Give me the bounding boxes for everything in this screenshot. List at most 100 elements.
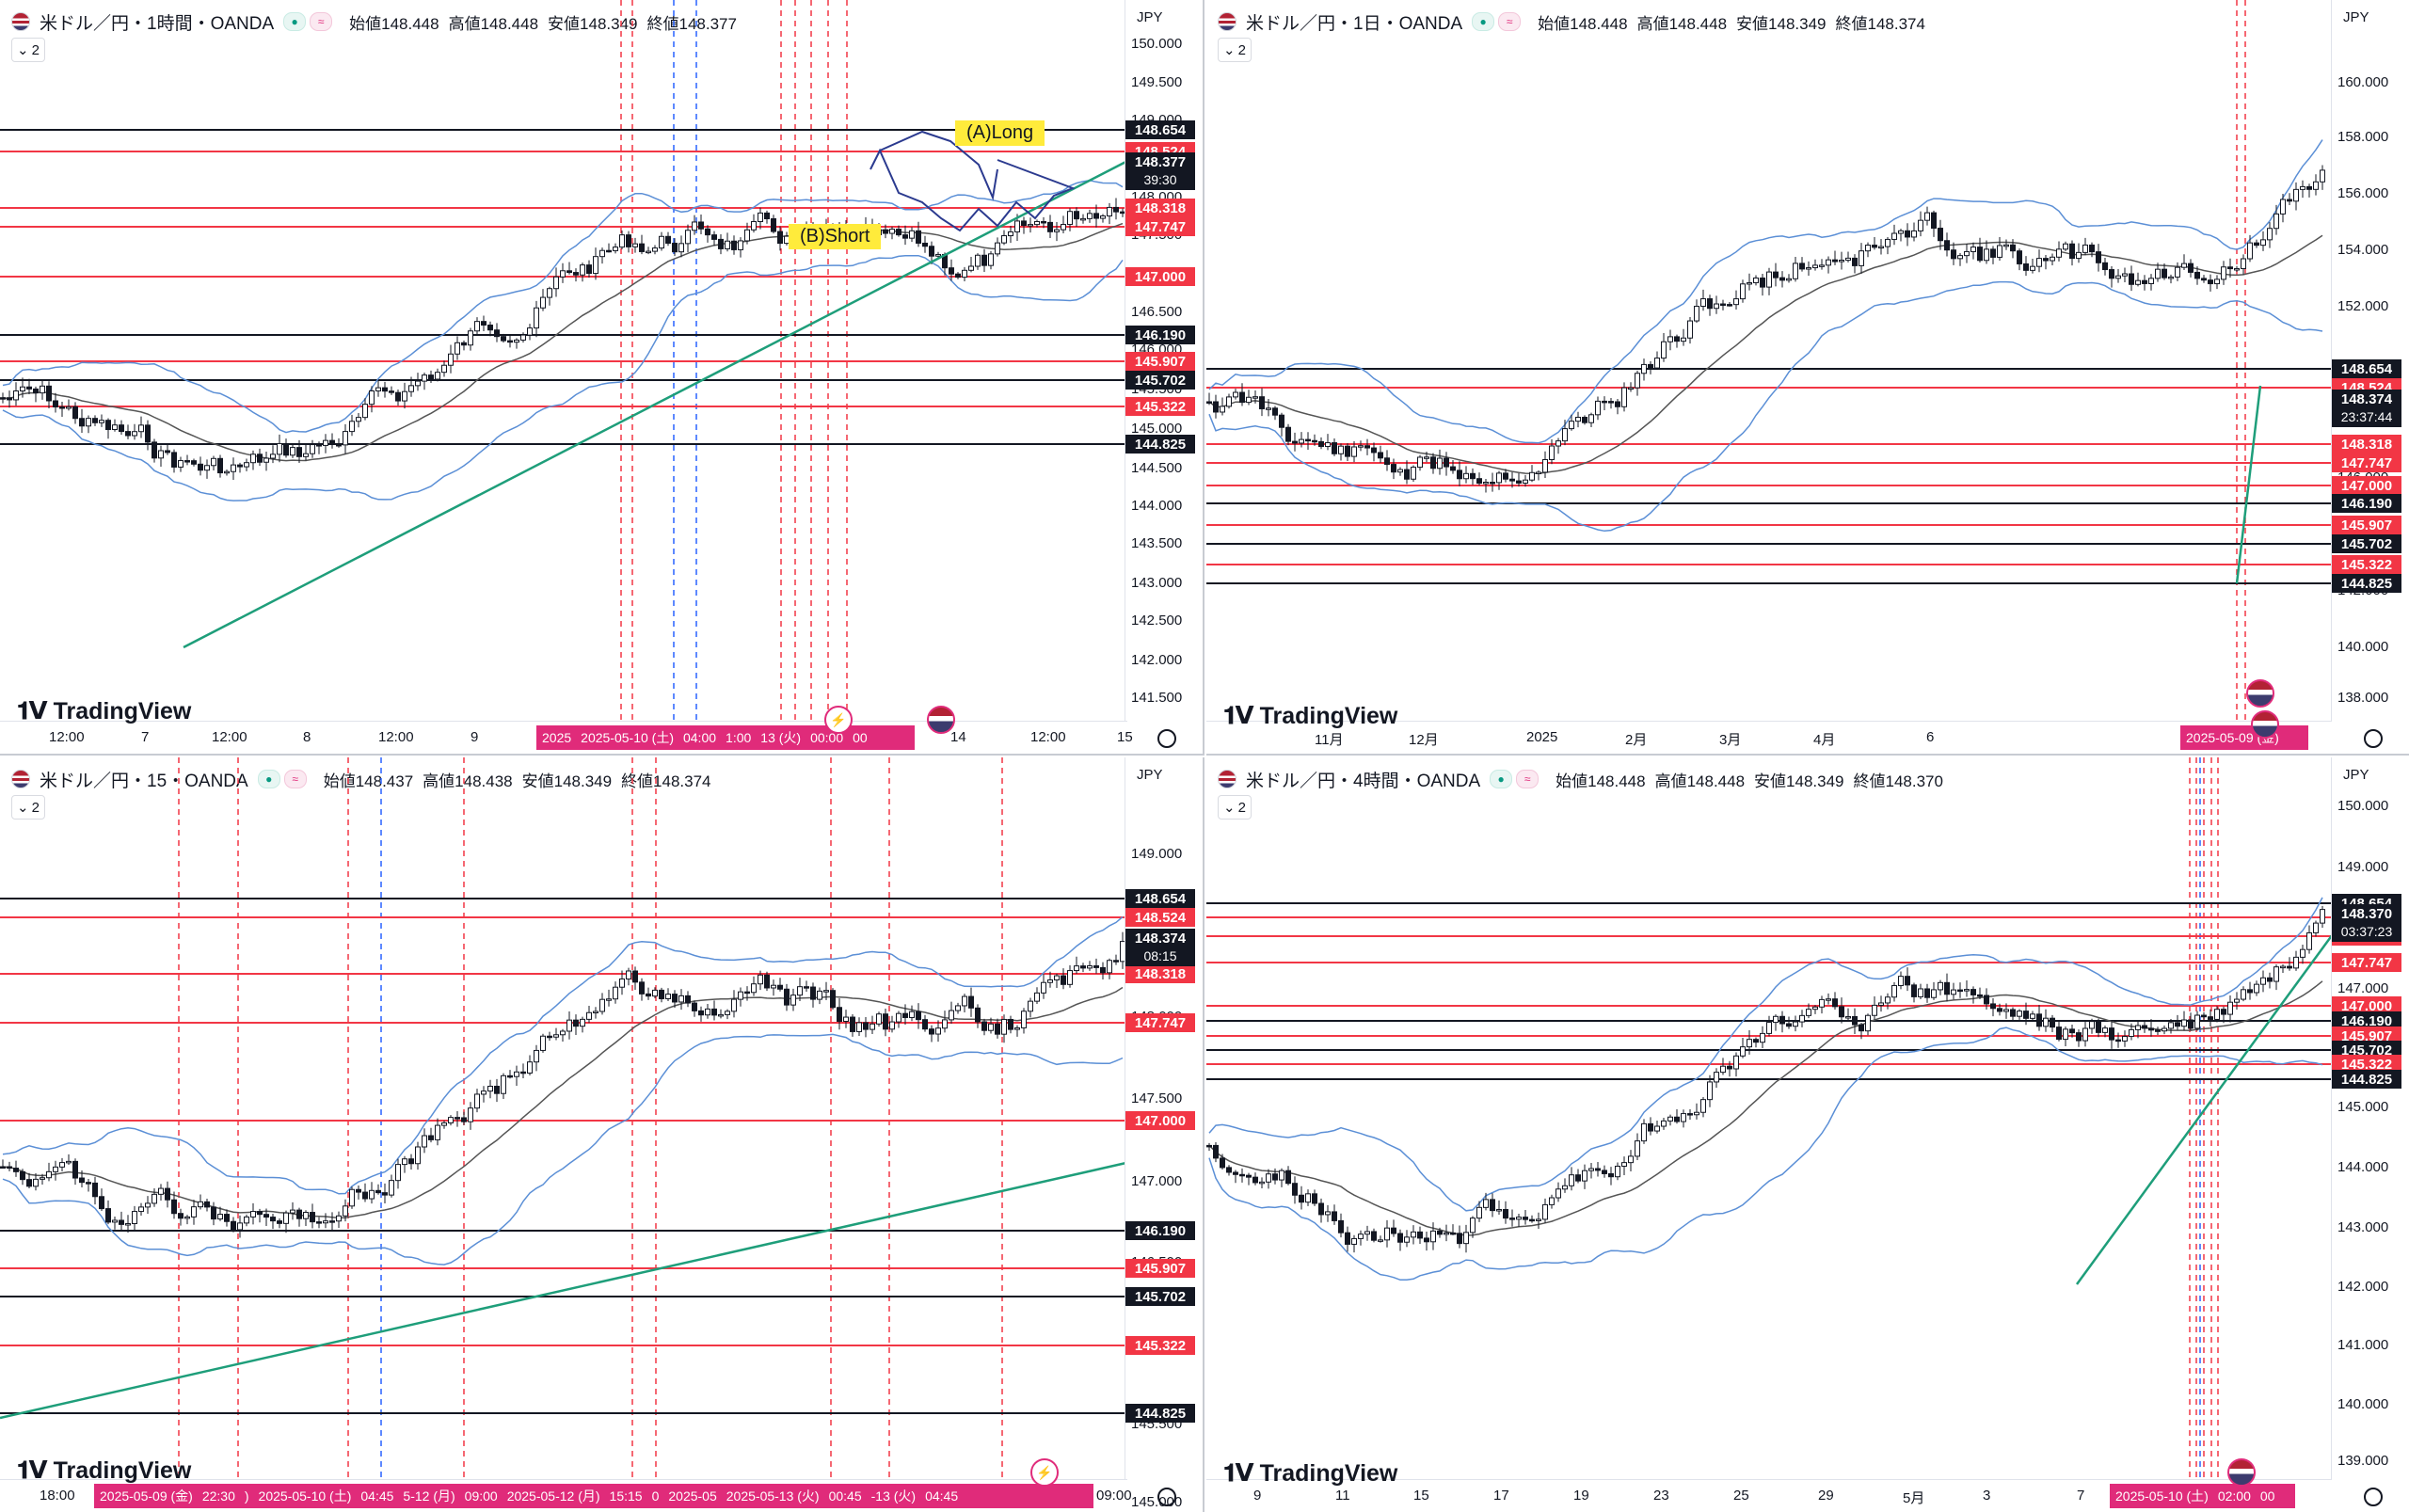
price-axis[interactable]: JPY150.000149.500149.000148.500148.00014… (1125, 0, 1203, 724)
us-economic-event-icon[interactable] (927, 706, 955, 734)
price-tick: 140.000 (2337, 1396, 2389, 1412)
candle (1819, 995, 1825, 1014)
price-axis[interactable]: JPY149.000148.500148.000147.500147.00014… (1125, 757, 1203, 1510)
price-tick: 154.000 (2337, 242, 2389, 258)
tradingview-logo[interactable]: 𝟏𝗩 TradingView (17, 1456, 191, 1486)
time-highlight-label: 5-12 (月) (403, 1488, 455, 1504)
candle (1351, 440, 1357, 463)
candle (652, 987, 658, 998)
chart-legend[interactable]: 米ドル／円・1時間・OANDA ● ≈ 始値148.448 高値148.448 安値148… (11, 8, 746, 36)
candle (1047, 971, 1053, 988)
annotation-note[interactable]: (B)Short (789, 224, 882, 249)
candle (362, 1183, 368, 1202)
candle (1997, 237, 2002, 261)
us-economic-event-icon[interactable] (2251, 710, 2279, 739)
candle (2003, 239, 2009, 250)
candle (1549, 438, 1555, 465)
bar-countdown: 03:37:23 (2340, 924, 2393, 939)
time-tick: 23 (1653, 1488, 1669, 1504)
us-economic-event-icon[interactable] (2227, 1458, 2256, 1487)
currency-label[interactable]: JPY (2343, 9, 2369, 25)
tradingview-logo[interactable]: 𝟏𝗩 TradingView (17, 696, 191, 726)
candle (2148, 1019, 2154, 1037)
candle (204, 459, 210, 479)
chart-pane-1h[interactable]: 米ドル／円・1時間・OANDA ● ≈ 始値148.448 高値148.448 安値148… (0, 0, 1204, 756)
price-plot[interactable] (1206, 0, 2332, 724)
candle (1476, 472, 1482, 485)
currency-label[interactable]: JPY (1137, 767, 1163, 783)
candle (1918, 983, 1923, 1000)
candle (408, 376, 414, 397)
candle (1285, 1166, 1291, 1186)
settings-gear-icon[interactable] (1157, 1488, 1176, 1506)
currency-label[interactable]: JPY (1137, 9, 1163, 25)
candle (0, 1159, 6, 1170)
price-plot[interactable] (1206, 757, 2332, 1480)
candle (2273, 204, 2279, 235)
candle (375, 380, 381, 397)
candle (1536, 1212, 1541, 1230)
candle (72, 402, 78, 424)
settings-gear-icon[interactable] (1157, 729, 1176, 748)
candle (415, 373, 421, 391)
chart-legend[interactable]: 米ドル／円・1日・OANDA ● ≈ 始値148.448 高値148.448 安値148.… (1218, 8, 1935, 36)
lightning-event-icon[interactable]: ⚡ (1030, 1458, 1059, 1487)
candle (2102, 1025, 2108, 1038)
level-price-label: 145.907 (1125, 1259, 1195, 1278)
price-tick: 146.500 (1131, 304, 1183, 320)
candle (988, 1017, 994, 1034)
tradingview-logo[interactable]: 𝟏𝗩 TradingView (1223, 1458, 1397, 1488)
chart-legend[interactable]: 米ドル／円・4時間・OANDA ● ≈ 始値148.448 高値148.448 安値148… (1218, 765, 1953, 793)
candle (692, 215, 697, 235)
chart-pane-15m[interactable]: 米ドル／円・15・OANDA ● ≈ 始値148.437 高値148.438 安値148.… (0, 757, 1204, 1512)
time-axis[interactable]: 18:00 09:00 2025-05-09 (金) 22:30) 2025-05-10… (0, 1479, 1132, 1512)
trend-line (0, 1161, 1127, 1420)
symbol-title[interactable]: 米ドル／円・4時間・OANDA (1246, 771, 1481, 791)
currency-label[interactable]: JPY (2343, 767, 2369, 783)
level-price-label: 145.702 (1125, 1287, 1195, 1306)
chart-legend[interactable]: 米ドル／円・15・OANDA ● ≈ 始値148.437 高値148.438 安値148.… (11, 765, 721, 793)
indicator-count-toggle[interactable]: ⌄ 2 (1218, 795, 1252, 820)
candle (184, 1215, 190, 1225)
tradingview-logo[interactable]: 𝟏𝗩 TradingView (1223, 701, 1397, 731)
chart-pane-1d[interactable]: 米ドル／円・1日・OANDA ● ≈ 始値148.448 高値148.448 安値148.… (1206, 0, 2409, 756)
us-economic-event-icon[interactable] (2246, 679, 2274, 708)
price-plot[interactable] (0, 757, 1127, 1480)
candle (1885, 237, 1891, 255)
candle (2241, 254, 2246, 275)
indicator-count-toggle[interactable]: ⌄ 2 (1218, 38, 1252, 62)
settings-gear-icon[interactable] (2364, 1488, 2383, 1506)
time-axis[interactable]: 11月 12月 2025 2月 3月 4月 6 2025-05-09 (金) (1206, 721, 2332, 754)
candle (1779, 271, 1785, 288)
candle (916, 221, 921, 247)
price-axis[interactable]: JPY150.000149.000148.000147.000146.00014… (2331, 757, 2409, 1480)
chart-pane-4h[interactable]: 米ドル／円・4時間・OANDA ● ≈ 始値148.448 高値148.448 安値148… (1206, 757, 2409, 1512)
price-plot[interactable] (0, 0, 1127, 724)
symbol-title[interactable]: 米ドル／円・15・OANDA (40, 771, 248, 791)
market-open-icon: ● (257, 770, 280, 788)
settings-gear-icon[interactable] (2364, 729, 2383, 748)
candle (461, 340, 467, 351)
indicator-count-toggle[interactable]: ⌄ 2 (11, 795, 45, 820)
symbol-title[interactable]: 米ドル／円・1時間・OANDA (40, 13, 275, 34)
candle (1220, 1154, 1225, 1170)
candle (1470, 1216, 1476, 1238)
candle (902, 225, 908, 246)
indicator-count-toggle[interactable]: ⌄ 2 (11, 38, 45, 62)
candle (909, 1005, 915, 1022)
bollinger-upper-band (2, 180, 1124, 434)
time-axis[interactable]: 9 11 15 17 19 23 25 29 5月 3 7 2025-05-10 (土) 02:00 00 (1206, 1479, 2332, 1512)
lightning-event-icon[interactable]: ⚡ (824, 706, 853, 734)
indicator-count: 2 (31, 41, 40, 58)
symbol-title[interactable]: 米ドル／円・1日・OANDA (1246, 13, 1463, 34)
ohlc-value: 終値148.370 (1853, 772, 1943, 790)
candle (639, 978, 645, 1001)
candle (2254, 239, 2259, 248)
candle (1555, 438, 1561, 454)
candle (408, 1154, 414, 1170)
candle (125, 1215, 131, 1233)
price-axis[interactable]: JPY160.000158.000156.000154.000152.00015… (2331, 0, 2409, 724)
candle (270, 1213, 276, 1230)
annotation-note[interactable]: (A)Long (955, 120, 1045, 146)
bollinger-upper-band (1208, 139, 2323, 444)
